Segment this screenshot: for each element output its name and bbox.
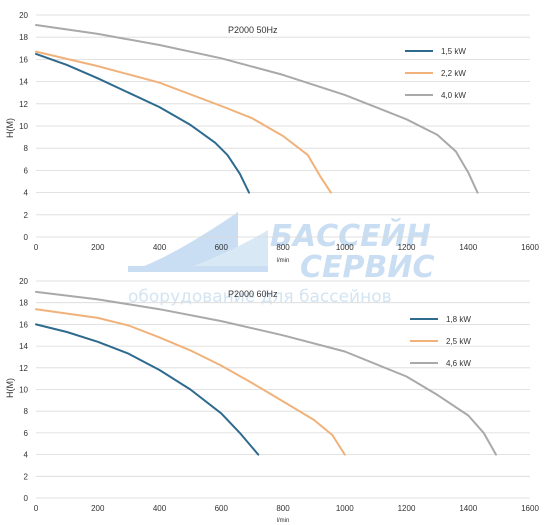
x-tick-label: 400 (153, 243, 167, 252)
series-line-2 (35, 308, 346, 456)
x-tick-label: 1200 (398, 243, 416, 252)
y-tick-label: 16 (19, 55, 28, 64)
series-line-1 (35, 52, 250, 194)
legend-label: 4,0 kW (441, 91, 466, 100)
series-line-2 (35, 50, 332, 194)
chart-y-axis-label: H(M) (5, 118, 15, 138)
x-tick-label: 1000 (336, 243, 354, 252)
y-tick-label: 18 (19, 33, 28, 42)
x-tick-label: 200 (91, 243, 105, 252)
chart-y-tick-labels: 0 2 4 6 8 10 12 14 16 18 20 (19, 277, 28, 503)
legend-label: 1,5 kW (441, 47, 466, 56)
y-tick-label: 4 (24, 451, 29, 460)
series-line-1 (35, 323, 260, 456)
y-tick-label: 8 (24, 407, 29, 416)
x-tick-label: 1200 (398, 504, 416, 513)
x-tick-label: 800 (276, 243, 290, 252)
chart-p2000-60hz: 0 2 4 6 8 10 12 14 16 18 20 0 200 400 600 800 1000 1200 1… (5, 277, 539, 524)
y-tick-label: 16 (19, 320, 28, 329)
chart-x-tick-labels: 0 200 400 600 800 1000 1200 1400 1600 (34, 504, 540, 513)
y-tick-label: 14 (19, 78, 28, 87)
chart-series-layer (35, 290, 497, 456)
legend-label: 1,8 kW (446, 315, 471, 324)
y-tick-label: 2 (24, 211, 29, 220)
y-tick-label: 0 (24, 233, 29, 242)
chart-legend: 1,5 kW 2,2 kW 4,0 kW (405, 47, 466, 100)
y-tick-label: 6 (24, 429, 29, 438)
x-tick-label: 1600 (521, 243, 539, 252)
x-tick-label: 0 (34, 504, 39, 513)
series-line-3 (35, 24, 479, 194)
watermark: БАССЕЙН СЕРВИС оборудование для бассейно… (128, 212, 435, 307)
y-tick-label: 8 (24, 144, 29, 153)
y-tick-label: 10 (19, 386, 28, 395)
chart-y-tick-labels: 0 2 4 6 8 10 12 14 16 18 20 (19, 11, 28, 242)
chart-grid (36, 280, 530, 499)
y-tick-label: 6 (24, 166, 29, 175)
x-tick-label: 1600 (521, 504, 539, 513)
legend-label: 2,2 kW (441, 69, 466, 78)
y-tick-label: 4 (24, 189, 29, 198)
legend-label: 4,6 kW (446, 359, 471, 368)
y-tick-label: 12 (19, 364, 28, 373)
legend-label: 2,5 kW (446, 337, 471, 346)
watermark-logo-icon (128, 212, 268, 272)
x-tick-label: 600 (215, 504, 229, 513)
x-tick-label: 0 (34, 243, 39, 252)
watermark-line3: оборудование для бассейнов (128, 287, 392, 307)
watermark-line1: БАССЕЙН (270, 218, 431, 254)
y-tick-label: 10 (19, 122, 28, 131)
chart-x-tick-labels: 0 200 400 600 800 1000 1200 1400 1600 (34, 243, 540, 252)
x-tick-label: 200 (91, 504, 105, 513)
x-tick-label: 1400 (459, 504, 477, 513)
y-tick-label: 2 (24, 472, 29, 481)
y-tick-label: 20 (19, 277, 28, 286)
chart-grid (36, 14, 530, 238)
y-tick-label: 20 (19, 11, 28, 20)
series-line-3 (35, 290, 497, 456)
x-tick-label: 600 (215, 243, 229, 252)
y-tick-label: 14 (19, 342, 28, 351)
chart-y-axis-label: H(M) (5, 378, 15, 398)
watermark-line2: СЕРВИС (300, 250, 435, 285)
chart-x-axis-label: l/min (277, 518, 290, 524)
y-tick-label: 18 (19, 299, 28, 308)
x-tick-label: 1000 (336, 504, 354, 513)
chart-title: P2000 50Hz (228, 25, 278, 35)
y-tick-label: 12 (19, 100, 28, 109)
x-tick-label: 800 (276, 504, 290, 513)
chart-x-axis-label: l/min (277, 258, 290, 264)
chart-p2000-50hz: 0 2 4 6 8 10 12 14 16 18 20 0 200 400 600 800 1000 1200 1… (5, 11, 539, 264)
x-tick-label: 1400 (459, 243, 477, 252)
chart-legend: 1,8 kW 2,5 kW 4,6 kW (410, 315, 471, 368)
y-tick-label: 0 (24, 494, 29, 503)
chart-series-layer (35, 24, 479, 194)
chart-title: P2000 60Hz (228, 289, 278, 299)
x-tick-label: 400 (153, 504, 167, 513)
